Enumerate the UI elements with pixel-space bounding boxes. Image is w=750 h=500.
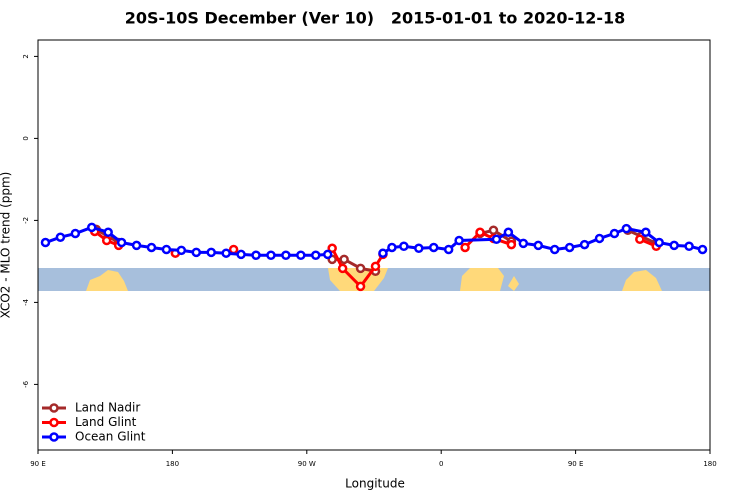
x-tick-label: 0 bbox=[439, 460, 443, 468]
series-point bbox=[641, 227, 651, 238]
series-point bbox=[355, 263, 366, 274]
series-point bbox=[654, 237, 664, 248]
series-point bbox=[161, 244, 172, 255]
series-point bbox=[251, 250, 261, 260]
series-point bbox=[228, 244, 239, 255]
series-point bbox=[337, 263, 348, 274]
y-tick-label: 2 bbox=[22, 54, 30, 58]
series-line bbox=[44, 225, 703, 257]
series-point bbox=[460, 242, 470, 253]
series-point bbox=[579, 239, 590, 250]
legend-label: Ocean Glint bbox=[75, 430, 146, 444]
series-point bbox=[506, 239, 517, 250]
chart-title: 20S-10S December (Ver 10) 2015-01-01 to … bbox=[125, 9, 626, 28]
series-point bbox=[103, 227, 113, 238]
y-axis-label: XCO2 - MLO trend (ppm) bbox=[0, 172, 13, 319]
y-tick-label: 0 bbox=[22, 136, 30, 140]
series-point bbox=[87, 222, 97, 233]
series-point bbox=[55, 232, 66, 242]
y-tick-label: -4 bbox=[22, 298, 30, 306]
legend-label: Land Glint bbox=[75, 415, 137, 429]
x-tick-label: 180 bbox=[166, 460, 179, 468]
series-point bbox=[70, 228, 81, 239]
series-point bbox=[236, 249, 246, 260]
series-point bbox=[370, 261, 381, 272]
series-point bbox=[609, 228, 620, 239]
series-point bbox=[414, 243, 424, 254]
series-point bbox=[594, 233, 605, 244]
legend-marker bbox=[49, 403, 59, 413]
series-point bbox=[266, 250, 276, 260]
series-point bbox=[131, 240, 142, 251]
legend-label: Land Nadir bbox=[75, 401, 140, 415]
map-band bbox=[38, 268, 710, 291]
series-point bbox=[146, 242, 157, 253]
x-tick-label: 180 bbox=[703, 460, 716, 468]
x-tick-label: 90 E bbox=[30, 460, 46, 468]
series-point bbox=[669, 240, 679, 251]
series-point bbox=[221, 248, 231, 258]
series-point bbox=[296, 250, 306, 260]
series-point bbox=[621, 223, 632, 234]
series-point bbox=[428, 242, 439, 253]
series-point bbox=[116, 237, 127, 248]
series-point bbox=[518, 238, 529, 249]
series-point bbox=[191, 247, 202, 258]
series-point bbox=[339, 254, 349, 265]
series-point bbox=[206, 247, 216, 258]
series-point bbox=[564, 242, 575, 253]
series-point bbox=[327, 243, 337, 254]
series-point bbox=[503, 227, 514, 238]
series-point bbox=[491, 234, 502, 245]
series-point bbox=[635, 234, 645, 245]
x-axis-label: Longitude bbox=[345, 477, 405, 491]
series-point bbox=[443, 244, 454, 255]
series-point bbox=[454, 235, 464, 246]
series-point bbox=[475, 227, 485, 238]
series-point bbox=[378, 248, 388, 258]
legend-marker bbox=[49, 417, 59, 428]
series-point bbox=[684, 241, 694, 251]
series-point bbox=[697, 244, 708, 255]
x-tick-label: 90 W bbox=[298, 460, 316, 468]
series-point bbox=[533, 240, 544, 251]
series-point bbox=[101, 235, 112, 246]
series-point bbox=[40, 237, 51, 248]
y-tick-label: -2 bbox=[22, 217, 30, 224]
series-point bbox=[281, 250, 291, 260]
plot-frame bbox=[37, 39, 711, 451]
series-point bbox=[488, 225, 499, 235]
series-point bbox=[311, 250, 321, 260]
series-point bbox=[549, 244, 560, 255]
y-tick-label: -6 bbox=[22, 380, 30, 388]
legend-marker bbox=[49, 432, 59, 442]
series-point bbox=[355, 281, 366, 292]
x-tick-label: 90 E bbox=[568, 460, 584, 468]
series-point bbox=[387, 242, 397, 253]
series-point bbox=[322, 249, 333, 260]
series-point bbox=[176, 245, 187, 256]
series-point bbox=[399, 241, 409, 251]
